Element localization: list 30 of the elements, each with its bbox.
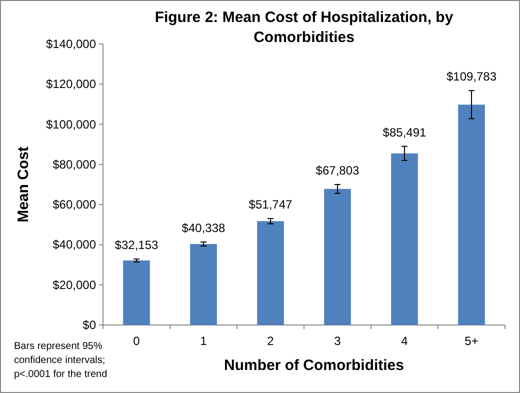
x-tick-label: 2 xyxy=(267,334,274,348)
y-tick-label: $140,000 xyxy=(46,37,96,51)
bar xyxy=(458,104,485,325)
chart-title: Figure 2: Mean Cost of Hospitalization, by Comorbidities xyxy=(154,9,454,46)
y-tick-label: $100,000 xyxy=(46,117,96,132)
bar xyxy=(123,260,150,325)
x-tick-label: 5+ xyxy=(464,334,478,348)
x-axis-title: Number of Comorbidities xyxy=(224,357,404,374)
x-tick-label: 0 xyxy=(133,334,140,348)
data-label: $40,338 xyxy=(182,221,226,236)
bar xyxy=(257,221,284,325)
data-label: $51,747 xyxy=(248,198,293,212)
data-label: $32,153 xyxy=(114,238,159,252)
bar xyxy=(324,188,351,325)
x-tick-label: 1 xyxy=(200,334,208,348)
y-tick-label: $20,000 xyxy=(52,278,96,292)
x-tick-label: 3 xyxy=(334,334,342,348)
y-tick-label: $80,000 xyxy=(52,157,96,172)
y-tick-label: $60,000 xyxy=(52,198,96,212)
data-label: $85,491 xyxy=(382,125,427,140)
text: Bars represent 95% confidence intervals; p<.0001 for the trend xyxy=(14,341,108,380)
y-tick-label: $0 xyxy=(82,318,96,332)
y-tick-label: $120,000 xyxy=(46,77,96,92)
data-label: $67,803 xyxy=(316,163,360,178)
x-tick-label: 4 xyxy=(401,334,408,348)
y-tick-label: $40,000 xyxy=(52,238,96,252)
bar xyxy=(391,153,418,325)
y-axis-title: Mean Cost xyxy=(15,146,32,222)
bar xyxy=(190,244,217,325)
data-label: $109,783 xyxy=(446,70,497,84)
